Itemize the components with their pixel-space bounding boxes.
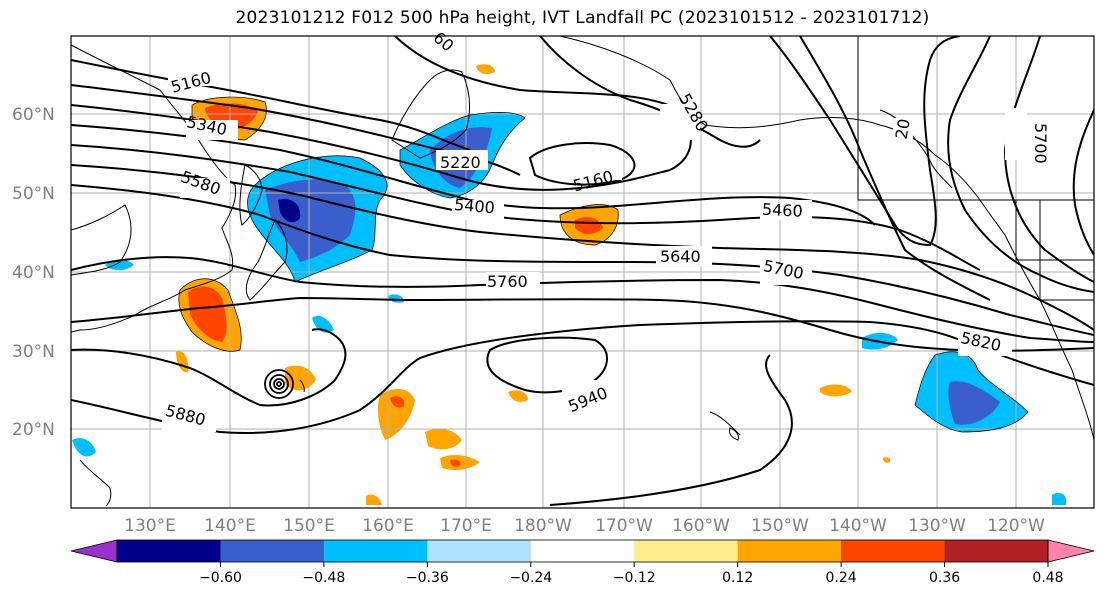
colorbar-outline	[116, 539, 1049, 563]
height-contours	[71, 36, 1094, 506]
lon-label: 170°E	[440, 516, 492, 536]
lon-label: 170°W	[595, 516, 653, 536]
lat-label: 20°N	[12, 420, 55, 440]
colorbar-tick-label: 0.48	[1032, 570, 1063, 586]
ivt-positive-region-central-pacific	[560, 204, 619, 245]
longitude-labels: 130°E 140°E 150°E 160°E 170°E 180°W 170°…	[124, 516, 1045, 536]
colorbar-segment	[427, 540, 532, 562]
lon-label: 140°W	[829, 516, 887, 536]
lon-label: 140°E	[204, 516, 256, 536]
lat-label: 40°N	[12, 263, 55, 283]
contour-label: 5640	[660, 247, 701, 266]
typhoon-contours	[264, 369, 294, 399]
colorbar-tick-label: −0.12	[613, 570, 656, 586]
contour-label: 5760	[487, 272, 528, 291]
lon-label: 180°W	[514, 516, 572, 536]
ivt-negative-region-northeast-pacific	[862, 332, 1028, 432]
colorbar-segment	[323, 540, 428, 562]
contour-label: 5400	[453, 195, 495, 217]
contour-label: 5220	[440, 153, 481, 172]
ivt-positive-region-japan	[178, 278, 242, 352]
lon-label: 160°E	[362, 516, 414, 536]
colorbar-tick-label: −0.48	[302, 570, 345, 586]
ivt-positive-small-patches	[176, 64, 891, 505]
lat-label: 50°N	[12, 184, 55, 204]
colorbar-tick-label: 0.12	[722, 570, 753, 586]
ivt-outlines	[178, 96, 1029, 433]
colorbar-segment	[944, 540, 1049, 562]
colorbar-segment	[841, 540, 946, 562]
colorbar-tick-label: −0.36	[406, 570, 449, 586]
colorbar-tick-label: 0.24	[826, 570, 857, 586]
lon-label: 150°W	[751, 516, 809, 536]
lat-label: 60°N	[12, 105, 55, 125]
lat-label: 30°N	[12, 342, 55, 362]
colorbar-segment	[737, 540, 842, 562]
contour-label: 5460	[762, 200, 804, 221]
colorbar-segment	[220, 540, 325, 562]
colorbar-tick-label: 0.36	[929, 570, 960, 586]
lon-label: 150°E	[283, 516, 335, 536]
colorbar-segment	[530, 540, 635, 562]
map-title: 2023101212 F012 500 hPa height, IVT Land…	[235, 8, 930, 28]
colorbar-extend-max	[1047, 539, 1095, 563]
lon-label: 120°W	[987, 516, 1045, 536]
map-frame	[70, 35, 1095, 509]
colorbar-extend-min	[70, 539, 118, 563]
lon-label: 130°E	[124, 516, 176, 536]
colorbar-tick-label: −0.24	[509, 570, 552, 586]
lon-label: 160°W	[672, 516, 730, 536]
contour-label: 20	[892, 117, 914, 140]
ivt-negative-small-patches	[72, 259, 1067, 505]
contour-label: 5700	[1031, 123, 1050, 164]
colorbar-segment	[117, 540, 221, 562]
colorbar-segment	[634, 540, 739, 562]
colorbar: −0.60 −0.48 −0.36 −0.24 −0.12 0.12 0.24 0.36 0.4…	[70, 539, 1095, 586]
latitude-labels: 60°N 50°N 40°N 30°N 20°N	[12, 105, 55, 440]
colorbar-tick-label: −0.60	[199, 570, 242, 586]
lon-label: 130°W	[908, 516, 966, 536]
